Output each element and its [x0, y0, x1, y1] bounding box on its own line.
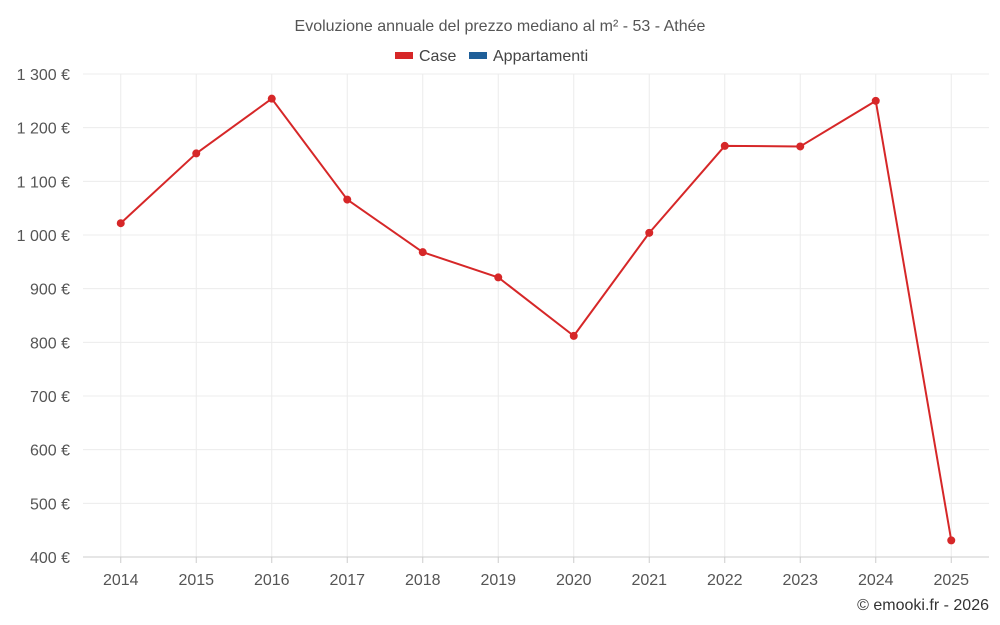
- data-point[interactable]: [569, 331, 578, 340]
- x-tick-label: 2014: [103, 572, 139, 589]
- y-tick-label: 1 300 €: [17, 67, 70, 84]
- y-tick-label: 1 200 €: [17, 121, 70, 138]
- legend-swatch-appartamenti: [469, 52, 487, 59]
- chart-title: Evoluzione annuale del prezzo mediano al…: [295, 18, 706, 35]
- data-point[interactable]: [494, 273, 503, 282]
- axes: [83, 556, 989, 563]
- x-tick-label: 2020: [556, 572, 592, 589]
- data-point[interactable]: [645, 228, 654, 237]
- data-point[interactable]: [418, 248, 427, 257]
- y-tick-label: 700 €: [30, 389, 70, 406]
- series-case: [116, 94, 956, 545]
- y-tick-label: 500 €: [30, 496, 70, 513]
- series-line-case: [120, 97, 953, 541]
- y-tick-label: 400 €: [30, 550, 70, 567]
- x-tick-label: 2018: [405, 572, 441, 589]
- y-tick-label: 600 €: [30, 443, 70, 460]
- data-point[interactable]: [192, 149, 201, 158]
- data-point[interactable]: [343, 195, 352, 204]
- y-tick-label: 800 €: [30, 335, 70, 352]
- x-tick-label: 2015: [178, 572, 214, 589]
- y-tick-label: 1 100 €: [17, 174, 70, 191]
- legend-item-appartamenti[interactable]: Appartamenti: [469, 48, 588, 65]
- x-tick-label: 2024: [858, 572, 894, 589]
- x-tick-label: 2019: [480, 572, 516, 589]
- data-point[interactable]: [947, 536, 956, 545]
- x-tick-label: 2023: [782, 572, 818, 589]
- credit-text: © emooki.fr - 2026: [857, 597, 989, 614]
- grid: [83, 73, 989, 557]
- y-tick-label: 1 000 €: [17, 228, 70, 245]
- legend-swatch-case: [395, 52, 413, 59]
- data-point[interactable]: [796, 142, 805, 151]
- data-point[interactable]: [720, 141, 729, 150]
- legend-item-case[interactable]: Case: [395, 48, 456, 65]
- x-tick-label: 2022: [707, 572, 743, 589]
- data-point[interactable]: [267, 94, 276, 103]
- y-tick-label: 900 €: [30, 282, 70, 299]
- legend-label-appartamenti: Appartamenti: [493, 48, 588, 65]
- y-axis-ticks: 400 € 500 € 600 € 700 € 800 € 900 € 1 000 € 1 1…: [17, 67, 70, 567]
- x-axis-ticks: 2014 2015 2016 2017 2018 2019 2020 2021 2022 2023…: [103, 572, 969, 589]
- x-tick-label: 2016: [254, 572, 290, 589]
- x-tick-label: 2017: [329, 572, 365, 589]
- x-tick-label: 2025: [933, 572, 969, 589]
- x-tick-label: 2021: [631, 572, 667, 589]
- data-point[interactable]: [871, 96, 880, 105]
- legend-label-case: Case: [419, 48, 456, 65]
- data-point[interactable]: [116, 219, 125, 228]
- legend: Case Appartamenti: [395, 48, 588, 65]
